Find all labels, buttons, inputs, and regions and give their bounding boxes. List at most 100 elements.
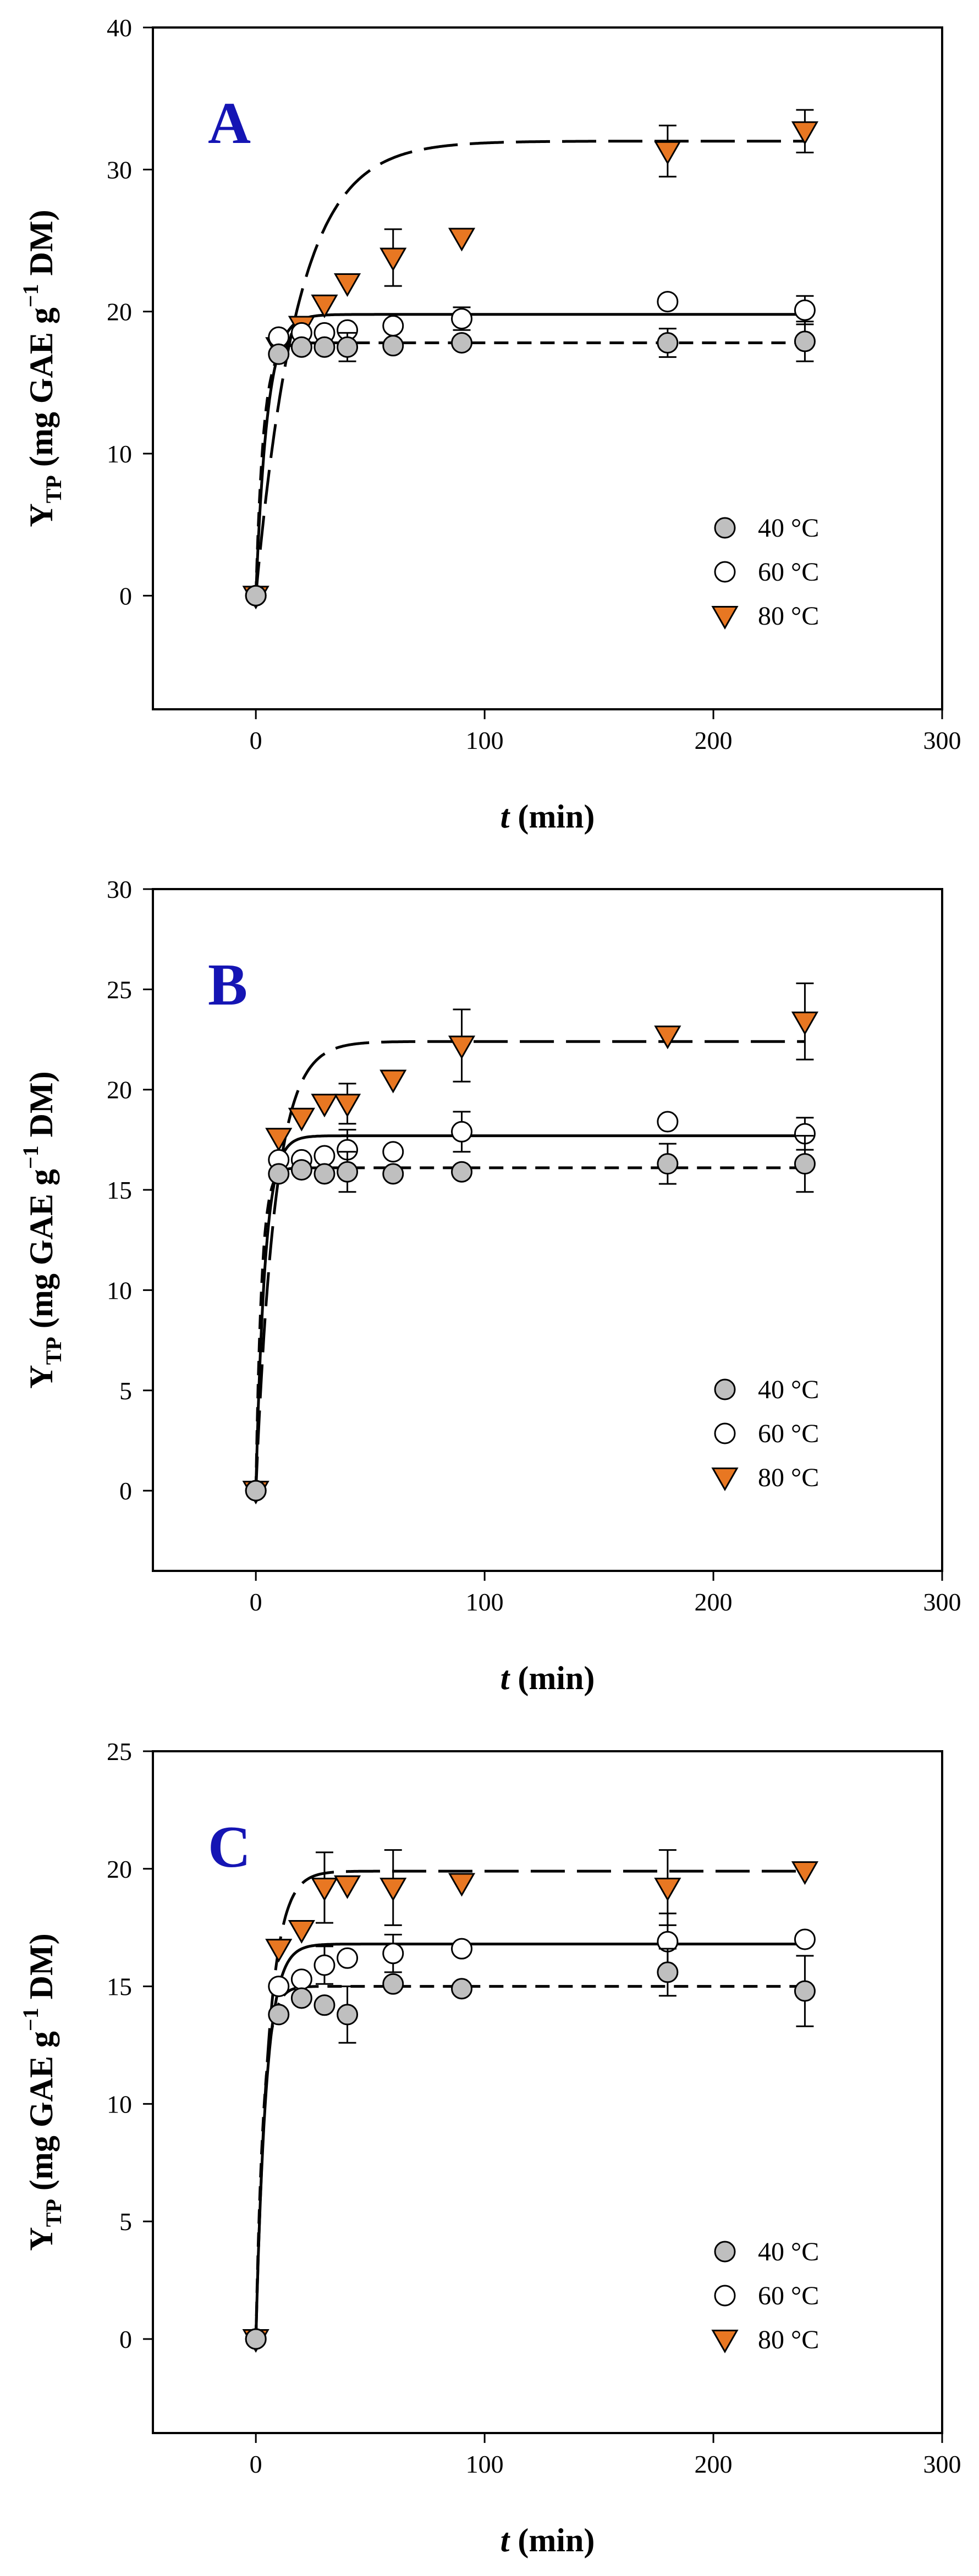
x-tick-label: 0 xyxy=(250,726,262,754)
chart-panel-b: 0 100 200 300 0 5 10 15 20 25 30 t (min) YTP (mg GAE… xyxy=(18,875,961,1696)
x-tick-label: 100 xyxy=(466,726,504,754)
fit-curve-40 xyxy=(254,341,805,596)
legend-marker-80 xyxy=(711,1468,739,1492)
data-point-80 xyxy=(333,1875,361,1899)
data-point-60 xyxy=(314,1145,336,1167)
data-point-60 xyxy=(451,1938,473,1960)
data-point-80 xyxy=(265,1939,293,1963)
y-tick-label: 25 xyxy=(107,975,132,1003)
data-point-80 xyxy=(791,1011,819,1035)
y-tick-label: 20 xyxy=(107,1855,132,1883)
x-tick-label: 100 xyxy=(466,2450,504,2478)
data-point-80 xyxy=(380,1878,407,1902)
panel-letter: B xyxy=(208,952,248,1018)
data-point-40 xyxy=(290,1987,312,2009)
fit-curve-60 xyxy=(254,1943,805,2340)
legend-label-40: 40 °C xyxy=(758,2237,819,2266)
legend-marker-80 xyxy=(711,606,739,630)
plot-frame xyxy=(152,1750,943,2434)
data-point-80 xyxy=(380,247,407,272)
data-point-60 xyxy=(451,308,473,330)
y-axis-title: YTP (mg GAE g−1 DM) xyxy=(18,209,66,527)
y-tick-label: 0 xyxy=(119,1477,132,1505)
x-axis-title: t (min) xyxy=(501,798,595,835)
data-point-80 xyxy=(333,273,361,297)
data-point-40 xyxy=(337,2004,359,2026)
panel-letter: C xyxy=(208,1814,251,1880)
data-point-80 xyxy=(288,1919,315,1944)
data-point-40 xyxy=(268,343,290,365)
legend-marker-80 xyxy=(711,2330,739,2354)
x-tick-label: 100 xyxy=(466,1588,504,1616)
legend-marker-60 xyxy=(714,1422,736,1444)
legend-label-80: 80 °C xyxy=(758,602,819,631)
x-tick-label: 0 xyxy=(250,1588,262,1616)
data-point-80 xyxy=(311,294,338,318)
data-point-40 xyxy=(382,1973,404,1995)
data-point-40 xyxy=(451,1161,473,1183)
data-point-40 xyxy=(382,335,404,357)
data-point-60 xyxy=(451,1121,473,1143)
data-point-40 xyxy=(314,1994,336,2016)
y-tick-label: 10 xyxy=(107,440,132,468)
y-tick-label: 15 xyxy=(107,1973,132,2001)
data-point-60 xyxy=(657,291,679,313)
legend-marker-40 xyxy=(714,1378,736,1400)
fit-curve-80 xyxy=(254,1040,805,1491)
data-point-80 xyxy=(311,1878,338,1902)
data-point-40 xyxy=(794,1980,816,2002)
legend-label-60: 60 °C xyxy=(758,558,819,587)
data-point-60 xyxy=(382,315,404,337)
x-tick-label: 200 xyxy=(695,1588,733,1616)
y-axis-title: YTP (mg GAE g−1 DM) xyxy=(18,1071,66,1388)
y-tick-label: 10 xyxy=(107,1276,132,1304)
data-point-80 xyxy=(448,1873,476,1897)
legend-marker-60 xyxy=(714,2285,736,2307)
data-point-80 xyxy=(265,1128,293,1152)
data-point-80 xyxy=(791,1861,819,1885)
legend-label-80: 80 °C xyxy=(758,2325,819,2354)
fit-curve-80 xyxy=(254,140,805,596)
data-point-40 xyxy=(657,332,679,354)
x-tick-label: 200 xyxy=(695,2450,733,2478)
data-point-60 xyxy=(337,1947,359,1969)
data-point-40 xyxy=(451,1978,473,2000)
x-tick-label: 200 xyxy=(695,726,733,754)
fit-curve-80 xyxy=(254,1869,805,2340)
legend-label-40: 40 °C xyxy=(758,514,819,543)
data-point-80 xyxy=(654,1025,681,1050)
data-point-40 xyxy=(290,336,312,358)
data-point-60 xyxy=(794,1928,816,1950)
y-tick-label: 40 xyxy=(107,14,132,42)
y-tick-label: 20 xyxy=(107,298,132,326)
data-point-80 xyxy=(448,1035,476,1060)
data-point-80 xyxy=(333,1094,361,1118)
y-tick-label: 5 xyxy=(119,2208,132,2236)
data-point-40 xyxy=(268,1163,290,1185)
y-tick-label: 30 xyxy=(107,156,132,184)
data-point-60 xyxy=(314,1954,336,1976)
legend-label-80: 80 °C xyxy=(758,1463,819,1492)
data-point-80 xyxy=(288,1107,315,1132)
data-point-40 xyxy=(314,1163,336,1185)
legend-marker-60 xyxy=(714,561,736,583)
data-point-40 xyxy=(451,332,473,354)
data-point-40 xyxy=(382,1163,404,1185)
y-tick-label: 30 xyxy=(107,875,132,903)
data-point-80 xyxy=(654,1878,681,1902)
x-tick-label: 300 xyxy=(923,1588,961,1616)
y-tick-label: 5 xyxy=(119,1377,132,1405)
data-point-40 xyxy=(657,1153,679,1175)
y-tick-label: 10 xyxy=(107,2090,132,2118)
data-point-40 xyxy=(290,1159,312,1181)
data-point-40 xyxy=(245,1480,267,1502)
y-tick-label: 20 xyxy=(107,1076,132,1104)
data-point-80 xyxy=(448,228,476,252)
data-point-40 xyxy=(657,1961,679,1983)
x-tick-label: 300 xyxy=(923,726,961,754)
data-point-60 xyxy=(657,1111,679,1133)
chart-panel-a: 0 100 200 300 0 10 20 30 40 t (min) YTP (mg GAE g−… xyxy=(18,14,961,835)
data-point-40 xyxy=(794,330,816,352)
data-point-60 xyxy=(382,1141,404,1163)
